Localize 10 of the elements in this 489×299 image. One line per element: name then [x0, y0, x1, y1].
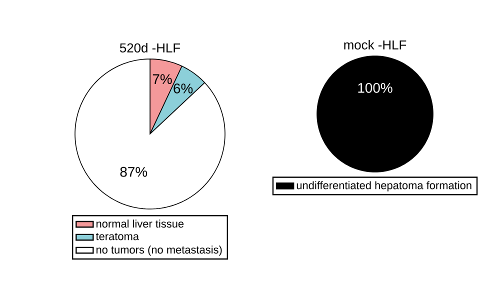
chart-title: 520d -HLF	[120, 42, 180, 52]
legend-label: normal liver tissue	[96, 220, 184, 228]
data-label: 100%	[358, 82, 392, 93]
chart-title: mock -HLF	[344, 40, 406, 50]
data-label: 87%	[120, 166, 148, 177]
data-label: 6%	[174, 84, 193, 94]
data-label: 7%	[152, 74, 172, 84]
legend-label: no tumors (no metastasis)	[96, 246, 222, 256]
legend-label: teratoma	[96, 233, 140, 240]
legend-label: undifferentiated hepatoma formation	[296, 181, 472, 192]
